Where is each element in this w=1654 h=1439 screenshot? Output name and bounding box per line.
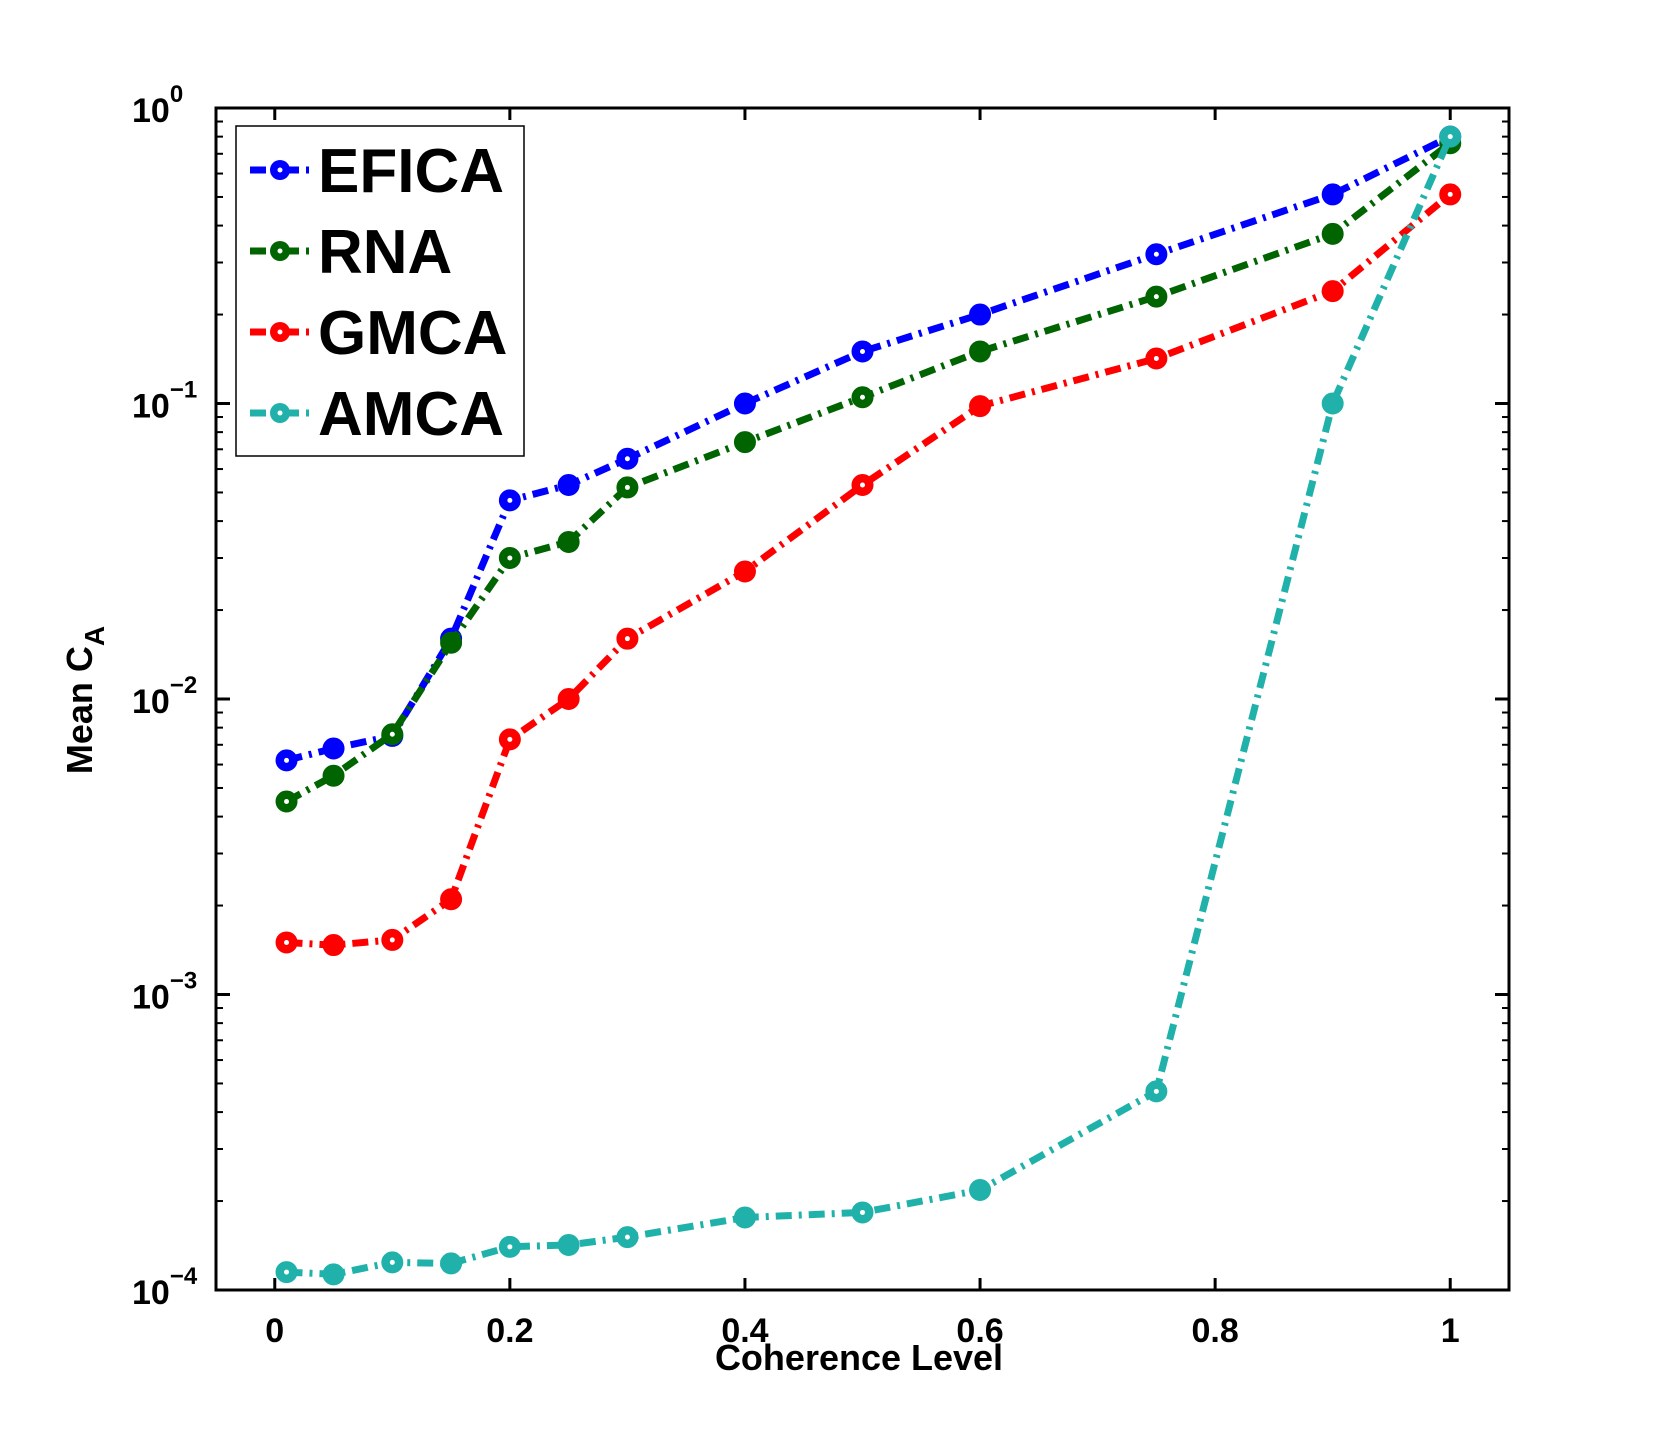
legend-marker-center <box>277 167 283 173</box>
y-tick-label: 100 <box>132 81 183 130</box>
legend: EFICA RNA GMCA AMCA <box>235 125 525 457</box>
data-point-center <box>284 798 290 804</box>
y-tick-label: 10−1 <box>132 377 197 426</box>
data-point-center <box>624 456 630 462</box>
legend-label-amca: AMCA <box>318 380 504 449</box>
plot-area <box>275 125 1462 1286</box>
data-point-center <box>284 939 290 945</box>
y-tick-exponent: −4 <box>170 1263 198 1290</box>
data-point-center <box>624 1234 630 1240</box>
y-tick-exponent: −1 <box>170 377 197 404</box>
x-tick-label: 0 <box>265 1312 284 1350</box>
data-point-rna <box>969 340 992 363</box>
data-point-gmca <box>733 560 756 583</box>
data-point-gmca <box>440 888 463 911</box>
data-point-rna <box>1321 222 1344 245</box>
data-point-center <box>860 348 865 354</box>
legend-marker-center <box>277 410 283 416</box>
data-point-amca <box>733 1206 756 1229</box>
data-point-center <box>389 731 395 737</box>
data-point-gmca <box>322 934 345 957</box>
x-tick-label: 0.2 <box>486 1312 533 1350</box>
legend-marker-center <box>277 248 283 254</box>
legend-marker-center <box>277 329 283 335</box>
y-tick-base: 10 <box>132 388 170 426</box>
x-tick-label: 0.4 <box>721 1312 768 1350</box>
data-point-gmca <box>1321 280 1344 303</box>
data-point-center <box>389 937 395 943</box>
data-point-center <box>860 394 865 400</box>
y-axis-title-main: Mean C <box>59 646 100 774</box>
data-point-efica <box>322 737 345 760</box>
x-tick-label: 0.8 <box>1192 1312 1239 1350</box>
data-point-efica <box>1321 183 1344 206</box>
x-axis-title: Coherence Level <box>715 1337 1003 1378</box>
legend-label-rna: RNA <box>318 218 452 287</box>
y-tick-exponent: −2 <box>170 672 197 699</box>
data-point-center <box>624 484 630 490</box>
data-point-center <box>507 736 513 742</box>
data-point-amca <box>969 1178 992 1201</box>
x-tick-label: 0.6 <box>956 1312 1003 1350</box>
legend-label-gmca: GMCA <box>318 299 507 368</box>
data-point-efica <box>733 392 756 415</box>
y-tick-exponent: −3 <box>170 968 197 995</box>
data-point-center <box>1153 1088 1159 1094</box>
data-point-center <box>1153 251 1159 257</box>
data-point-gmca <box>969 395 992 418</box>
data-point-amca <box>440 1252 463 1275</box>
y-tick-label: 10−2 <box>132 672 197 721</box>
data-point-efica <box>557 473 580 496</box>
data-point-rna <box>440 631 463 654</box>
data-point-center <box>624 636 630 642</box>
data-point-rna <box>322 764 345 787</box>
legend-box <box>235 125 525 457</box>
data-point-center <box>389 1259 395 1265</box>
y-tick-exponent: 0 <box>170 81 183 108</box>
data-point-center <box>507 497 513 503</box>
data-point-center <box>507 1244 513 1250</box>
data-point-center <box>284 1269 290 1275</box>
data-point-center <box>1153 294 1159 300</box>
y-tick-label: 10−3 <box>132 968 197 1017</box>
data-point-center <box>1447 134 1453 140</box>
data-point-amca <box>322 1263 345 1286</box>
data-point-center <box>507 555 513 561</box>
y-tick-base: 10 <box>132 979 170 1017</box>
y-tick-base: 10 <box>132 1274 170 1312</box>
data-point-efica <box>969 303 992 326</box>
data-point-rna <box>557 530 580 553</box>
y-axis-title-subscript: A <box>79 626 110 646</box>
legend-label-efica: EFICA <box>318 137 504 206</box>
y-tick-base: 10 <box>132 683 170 721</box>
data-point-center <box>860 482 865 488</box>
y-tick-label: 10−4 <box>132 1263 198 1312</box>
data-point-gmca <box>557 688 580 710</box>
data-point-amca <box>1321 392 1344 415</box>
x-tick-label: 1 <box>1441 1312 1460 1350</box>
data-point-amca <box>557 1233 580 1256</box>
y-tick-base: 10 <box>132 92 170 130</box>
data-point-rna <box>733 431 756 454</box>
data-point-center <box>1447 191 1453 197</box>
data-point-center <box>1153 355 1159 361</box>
data-point-center <box>860 1209 865 1215</box>
y-axis-title: Mean CA <box>59 626 110 774</box>
data-point-center <box>284 757 290 763</box>
